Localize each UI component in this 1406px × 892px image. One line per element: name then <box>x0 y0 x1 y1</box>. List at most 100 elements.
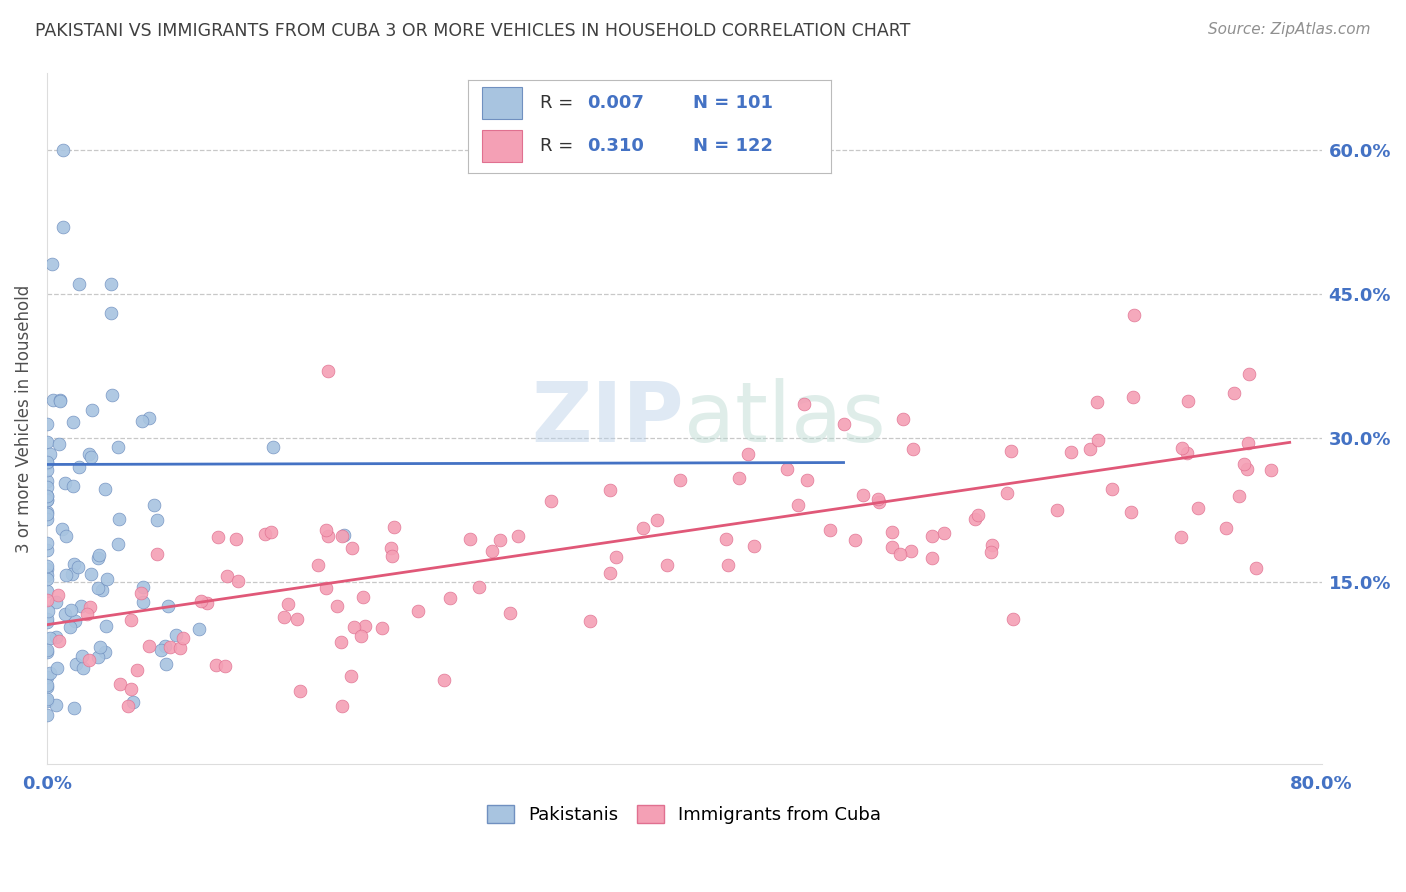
Point <box>1244 560 1267 574</box>
Point <box>350 630 373 644</box>
Point <box>316 364 339 378</box>
Point <box>655 558 678 572</box>
Point <box>1087 433 1109 447</box>
Point <box>127 664 149 678</box>
Point <box>142 499 165 513</box>
Point <box>599 566 621 581</box>
Point <box>717 558 740 573</box>
Point <box>260 525 283 540</box>
Point <box>49 394 72 409</box>
Point <box>481 544 503 558</box>
Point <box>153 640 176 654</box>
Point <box>45 698 67 712</box>
Point <box>215 568 238 582</box>
Point <box>65 657 87 672</box>
Point <box>62 478 84 492</box>
Point <box>737 447 759 461</box>
Point <box>41 393 63 408</box>
Point <box>63 614 86 628</box>
Point <box>1177 446 1199 460</box>
Point <box>796 473 818 487</box>
Point <box>89 548 111 562</box>
Point <box>352 590 374 604</box>
Point <box>38 447 60 461</box>
Point <box>458 533 481 547</box>
Text: atlas: atlas <box>685 378 886 458</box>
Point <box>39 631 62 645</box>
Point <box>382 520 405 534</box>
Point <box>343 620 366 634</box>
Point <box>508 528 530 542</box>
Point <box>1233 457 1256 471</box>
Point <box>155 657 177 672</box>
Point <box>49 393 72 408</box>
Point <box>852 488 875 502</box>
Point <box>967 508 990 522</box>
Point <box>46 661 69 675</box>
Point <box>52 219 75 234</box>
Point <box>980 545 1002 559</box>
Point <box>45 630 67 644</box>
Point <box>35 612 58 626</box>
Point <box>59 620 82 634</box>
Point <box>46 588 69 602</box>
Point <box>1170 530 1192 544</box>
Point <box>35 567 58 582</box>
Point <box>59 603 82 617</box>
Point <box>605 550 627 565</box>
Point <box>108 512 131 526</box>
Point <box>80 566 103 581</box>
Point <box>55 529 77 543</box>
Point <box>35 558 58 573</box>
Point <box>159 640 181 654</box>
Point <box>793 397 815 411</box>
Point <box>333 527 356 541</box>
Point <box>138 639 160 653</box>
Y-axis label: 3 or more Vehicles in Household: 3 or more Vehicles in Household <box>15 285 32 552</box>
Point <box>35 493 58 508</box>
Point <box>727 471 749 485</box>
Point <box>963 511 986 525</box>
Point <box>439 591 461 605</box>
Point <box>370 621 392 635</box>
Point <box>145 547 167 561</box>
Point <box>35 645 58 659</box>
Point <box>776 462 799 476</box>
Text: PAKISTANI VS IMMIGRANTS FROM CUBA 3 OR MORE VEHICLES IN HOUSEHOLD CORRELATION CH: PAKISTANI VS IMMIGRANTS FROM CUBA 3 OR M… <box>35 22 911 40</box>
Point <box>35 592 58 607</box>
Point <box>94 619 117 633</box>
Point <box>35 643 58 657</box>
Point <box>288 684 311 698</box>
Point <box>1187 500 1209 515</box>
Point <box>121 695 143 709</box>
Point <box>668 474 690 488</box>
Point <box>60 566 83 581</box>
Point <box>77 447 100 461</box>
Point <box>273 610 295 624</box>
Point <box>52 143 75 157</box>
Point <box>107 537 129 551</box>
Point <box>35 505 58 519</box>
Point <box>315 581 337 595</box>
Point <box>981 538 1004 552</box>
Point <box>1060 445 1083 459</box>
Point <box>62 557 84 571</box>
Point <box>120 613 142 627</box>
Point <box>254 527 277 541</box>
Point <box>1122 390 1144 404</box>
Point <box>66 560 89 574</box>
Point <box>207 531 229 545</box>
Point <box>226 574 249 588</box>
Point <box>100 388 122 402</box>
Point <box>132 580 155 594</box>
Point <box>35 708 58 723</box>
Point <box>165 628 187 642</box>
Point <box>921 529 943 543</box>
Point <box>262 440 284 454</box>
Point <box>921 550 943 565</box>
Point <box>340 541 363 556</box>
Point <box>716 533 738 547</box>
Point <box>1085 394 1108 409</box>
Point <box>35 480 58 494</box>
Point <box>880 540 903 554</box>
